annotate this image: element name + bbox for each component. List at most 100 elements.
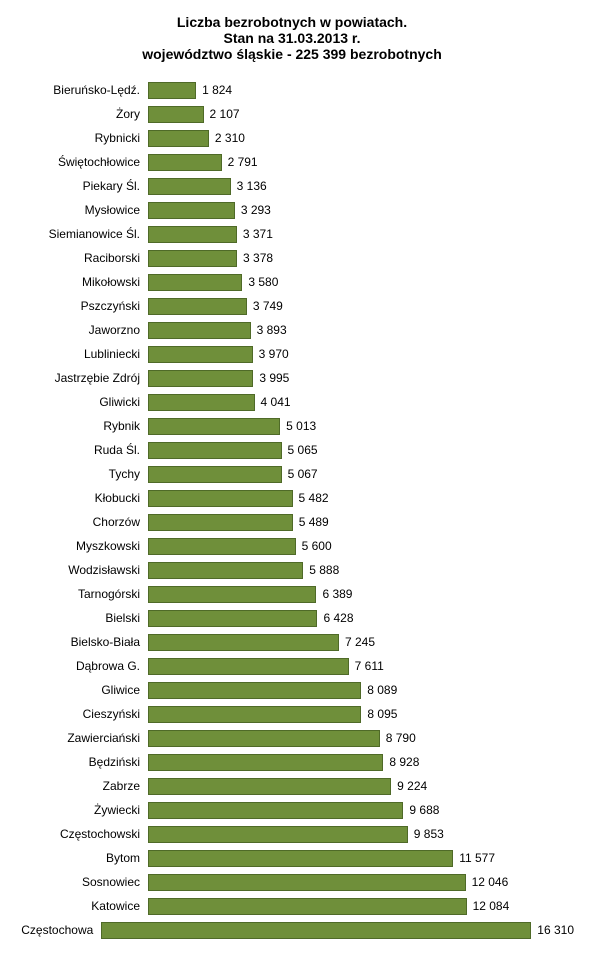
bar-row: Wodzisławski5 888 [10, 558, 574, 582]
bar-label: Cieszyński [10, 707, 148, 721]
bar-row: Zawierciański8 790 [10, 726, 574, 750]
bar [148, 538, 296, 555]
bar-area: 3 749 [148, 294, 574, 318]
bar-area: 3 995 [148, 366, 574, 390]
bar-area: 6 389 [148, 582, 574, 606]
bar-area: 9 853 [148, 822, 574, 846]
bar-label: Piekary Śl. [10, 179, 148, 193]
bar-row: Jaworzno3 893 [10, 318, 574, 342]
bar-value: 5 067 [288, 467, 318, 481]
bar-area: 3 378 [148, 246, 574, 270]
bar-area: 2 310 [148, 126, 574, 150]
bar-area: 3 580 [148, 270, 574, 294]
bar-row: Gliwice8 089 [10, 678, 574, 702]
bar-area: 3 893 [148, 318, 574, 342]
bar [148, 298, 247, 315]
bar-row: Ruda Śl.5 065 [10, 438, 574, 462]
bar-row: Tarnogórski6 389 [10, 582, 574, 606]
bar-label: Siemianowice Śl. [10, 227, 148, 241]
bar-label: Rybnik [10, 419, 148, 433]
bar [148, 418, 280, 435]
bar-value: 8 790 [386, 731, 416, 745]
bar-area: 5 067 [148, 462, 574, 486]
bar-label: Żory [10, 107, 148, 121]
bar-area: 5 888 [148, 558, 574, 582]
bar-row: Tychy5 067 [10, 462, 574, 486]
bar-value: 3 293 [241, 203, 271, 217]
bar [148, 370, 253, 387]
bar-area: 8 928 [148, 750, 574, 774]
bar-label: Raciborski [10, 251, 148, 265]
bar-value: 3 970 [259, 347, 289, 361]
bar-row: Mysłowice 3 293 [10, 198, 574, 222]
bar-label: Katowice [10, 899, 148, 913]
bar-area: 5 600 [148, 534, 574, 558]
bar-value: 9 853 [414, 827, 444, 841]
bar [148, 682, 361, 699]
bar-value: 6 389 [322, 587, 352, 601]
bar-value: 2 791 [228, 155, 258, 169]
bar-value: 3 378 [243, 251, 273, 265]
bar-label: Jastrzębie Zdrój [10, 371, 148, 385]
bar-label: Gliwicki [10, 395, 148, 409]
bar [148, 802, 403, 819]
bar [148, 586, 316, 603]
bar-value: 5 489 [299, 515, 329, 529]
bar-row: Sosnowiec12 046 [10, 870, 574, 894]
bar [148, 874, 466, 891]
bar [148, 154, 222, 171]
bar-row: Żory2 107 [10, 102, 574, 126]
bar [148, 658, 349, 675]
bar [148, 730, 380, 747]
bar-row: Zabrze9 224 [10, 774, 574, 798]
bar [148, 898, 467, 915]
bar-row: Jastrzębie Zdrój3 995 [10, 366, 574, 390]
bar-area: 5 482 [148, 486, 574, 510]
bar-value: 4 041 [261, 395, 291, 409]
bar-value: 5 482 [299, 491, 329, 505]
bar [148, 778, 391, 795]
bar-row: Mikołowski3 580 [10, 270, 574, 294]
chart-title: Liczba bezrobotnych w powiatach. Stan na… [10, 14, 574, 62]
bar-row: Będziński8 928 [10, 750, 574, 774]
bar-value: 9 688 [409, 803, 439, 817]
bar-label: Rybnicki [10, 131, 148, 145]
bar-area: 2 791 [148, 150, 574, 174]
bar-label: Mysłowice [10, 203, 148, 217]
bar-row: Piekary Śl. 3 136 [10, 174, 574, 198]
bar [148, 106, 204, 123]
bar-row: Bielsko-Biała 7 245 [10, 630, 574, 654]
bar-label: Będziński [10, 755, 148, 769]
bar-area: 16 310 [101, 918, 574, 942]
bar-value: 1 824 [202, 83, 232, 97]
bar-row: Częstochowa16 310 [10, 918, 574, 942]
bar-label: Częstochowa [10, 923, 101, 937]
bar-value: 3 371 [243, 227, 273, 241]
bar-area: 6 428 [148, 606, 574, 630]
bar-row: Katowice12 084 [10, 894, 574, 918]
bar-row: Rybnik5 013 [10, 414, 574, 438]
bar-value: 7 245 [345, 635, 375, 649]
bar [148, 442, 282, 459]
bar-area: 9 224 [148, 774, 574, 798]
bar [148, 394, 255, 411]
bar-label: Częstochowski [10, 827, 148, 841]
bar [148, 130, 209, 147]
bar-area: 8 089 [148, 678, 574, 702]
bar [148, 634, 339, 651]
bar [101, 922, 531, 939]
bar-row: Gliwicki 4 041 [10, 390, 574, 414]
bar-value: 3 136 [237, 179, 267, 193]
bar-area: 9 688 [148, 798, 574, 822]
bar-label: Bielsko-Biała [10, 635, 148, 649]
bar-value: 6 428 [323, 611, 353, 625]
bar-label: Mikołowski [10, 275, 148, 289]
bar-row: Bytom11 577 [10, 846, 574, 870]
bar [148, 610, 317, 627]
bar-row: Kłobucki5 482 [10, 486, 574, 510]
bar [148, 466, 282, 483]
bar-row: Pszczyński3 749 [10, 294, 574, 318]
bar-label: Bieruńsko-Lędź. [10, 83, 148, 97]
bar-row: Siemianowice Śl. 3 371 [10, 222, 574, 246]
bar-label: Wodzisławski [10, 563, 148, 577]
